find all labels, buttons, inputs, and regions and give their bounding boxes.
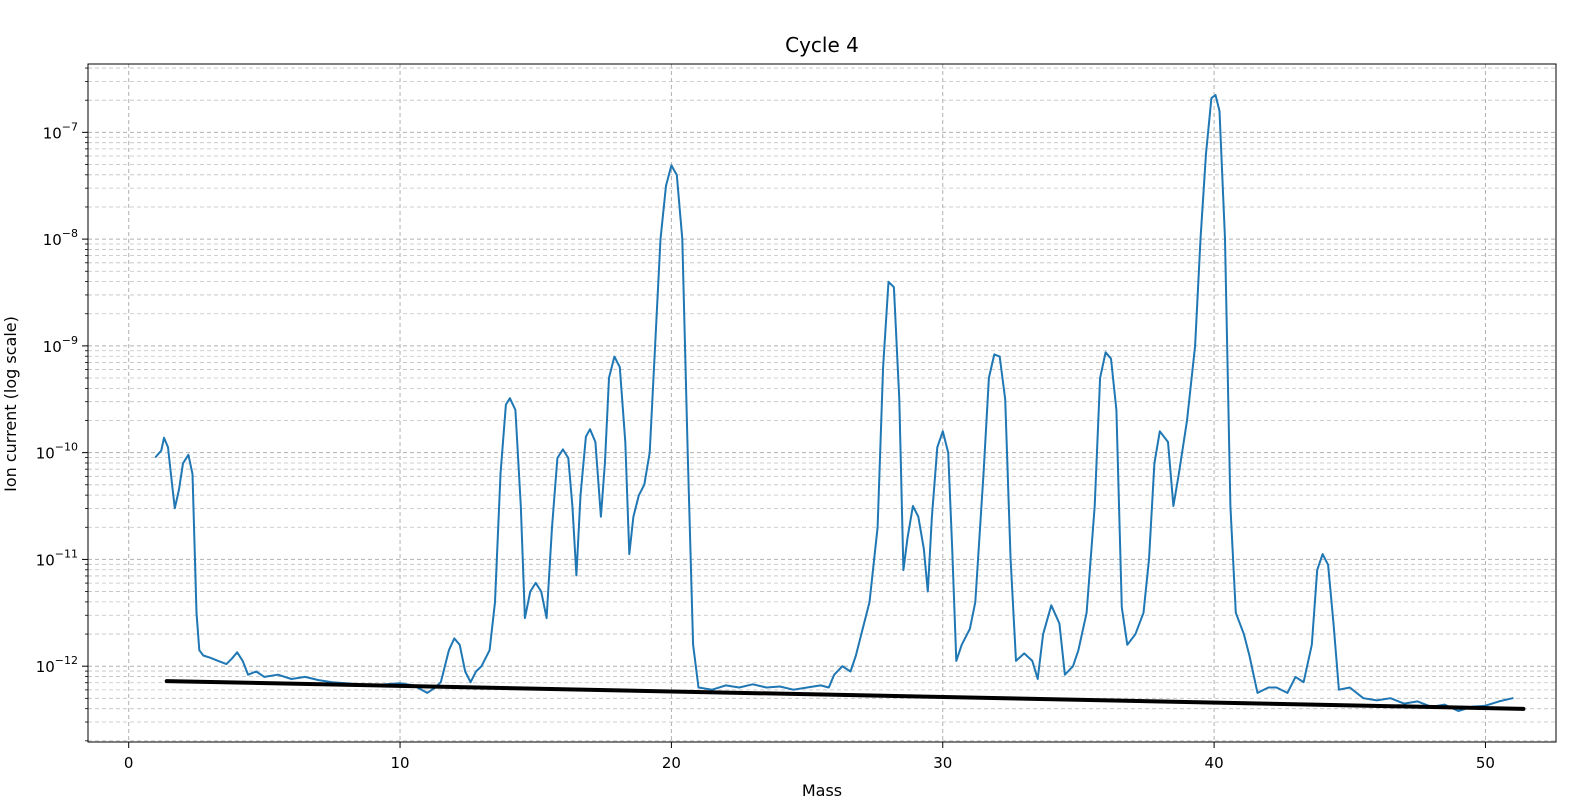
y-axis-label: Ion current (log scale) — [1, 316, 20, 492]
y-tick-label: 10−7 — [43, 120, 78, 142]
axis-ticks: 0 10 20 30 40 50 10−12 10−11 10−10 10−9 10−8 10−7 — [36, 67, 1495, 772]
x-tick-label: 30 — [933, 754, 952, 772]
x-tick-label: 10 — [391, 754, 410, 772]
y-tick-label: 10−8 — [43, 227, 78, 249]
y-tick-label: 10−12 — [36, 654, 78, 676]
baseline-series-line — [164, 679, 1526, 711]
x-axis-label: Mass — [802, 781, 842, 800]
grid-lines — [88, 64, 1556, 742]
y-tick-label: 10−10 — [36, 441, 78, 463]
x-tick-label: 20 — [662, 754, 681, 772]
y-tick-label: 10−11 — [36, 547, 78, 569]
y-tick-label: 10−9 — [43, 334, 78, 356]
series-layer — [154, 94, 1526, 712]
plot-area-frame — [87, 63, 1557, 743]
signal-series-line — [154, 94, 1514, 712]
x-tick-label: 50 — [1476, 754, 1495, 772]
x-tick-label: 40 — [1205, 754, 1224, 772]
x-tick-label: 0 — [124, 754, 134, 772]
chart-title: Cycle 4 — [785, 33, 859, 57]
